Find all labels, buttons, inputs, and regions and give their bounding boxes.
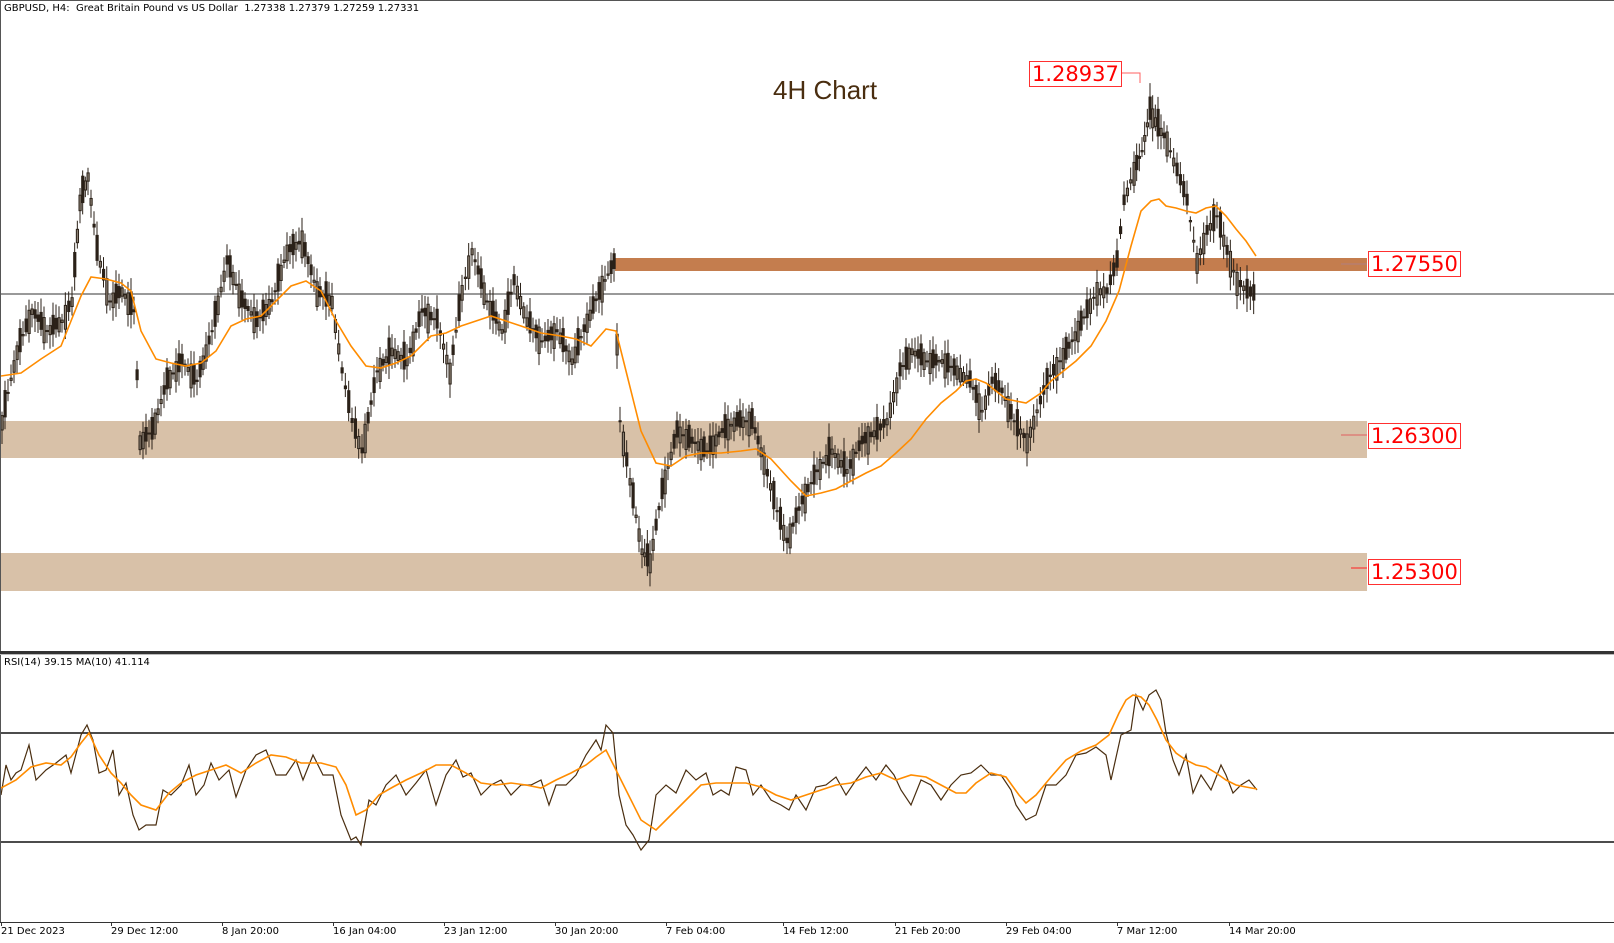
rsi-line bbox=[1, 689, 1258, 852]
rsi-indicator-panel[interactable]: RSI(14) 39.15 MA(10) 41.114 bbox=[0, 655, 1614, 923]
time-axis-label: 8 Jan 20:00 bbox=[222, 926, 279, 937]
support-band-1 bbox=[1, 421, 1367, 458]
support-level-1-label[interactable]: 1.26300 bbox=[1368, 423, 1461, 449]
time-axis-label: 23 Jan 12:00 bbox=[444, 926, 508, 937]
time-axis-label: 29 Dec 12:00 bbox=[111, 926, 179, 937]
moving-average-line bbox=[1, 198, 1257, 497]
support-level-2-label[interactable]: 1.25300 bbox=[1368, 559, 1461, 585]
time-axis-line bbox=[0, 922, 1614, 923]
resistance-band bbox=[615, 258, 1367, 271]
time-axis-label: 16 Jan 04:00 bbox=[333, 926, 397, 937]
time-axis-label: 21 Dec 2023 bbox=[1, 926, 65, 937]
time-axis-label: 7 Feb 04:00 bbox=[666, 926, 726, 937]
support-band-2 bbox=[1, 553, 1367, 591]
rsi-ma-line bbox=[1, 694, 1258, 832]
time-axis-label: 14 Mar 20:00 bbox=[1229, 926, 1296, 937]
time-axis-label: 7 Mar 12:00 bbox=[1117, 926, 1178, 937]
panel-divider[interactable] bbox=[0, 651, 1614, 655]
rsi-header: RSI(14) 39.15 MA(10) 41.114 bbox=[4, 657, 150, 668]
price-chart-panel[interactable]: GBPUSD, H4: Great Britain Pound vs US Do… bbox=[0, 0, 1614, 651]
high-price-label[interactable]: 1.28937 bbox=[1029, 61, 1122, 87]
chart-annotation-title: 4H Chart bbox=[773, 75, 878, 105]
time-axis-label: 29 Feb 04:00 bbox=[1006, 926, 1072, 937]
time-axis-label: 21 Feb 20:00 bbox=[895, 926, 961, 937]
candlesticks bbox=[1, 83, 1256, 587]
price-chart-canvas bbox=[1, 72, 1614, 591]
time-axis-label: 30 Jan 20:00 bbox=[555, 926, 619, 937]
rsi-canvas bbox=[1, 689, 1614, 852]
symbol-header: GBPUSD, H4: Great Britain Pound vs US Do… bbox=[4, 3, 420, 14]
time-axis-label: 14 Feb 12:00 bbox=[783, 926, 849, 937]
resistance-level-label[interactable]: 1.27550 bbox=[1368, 251, 1461, 277]
